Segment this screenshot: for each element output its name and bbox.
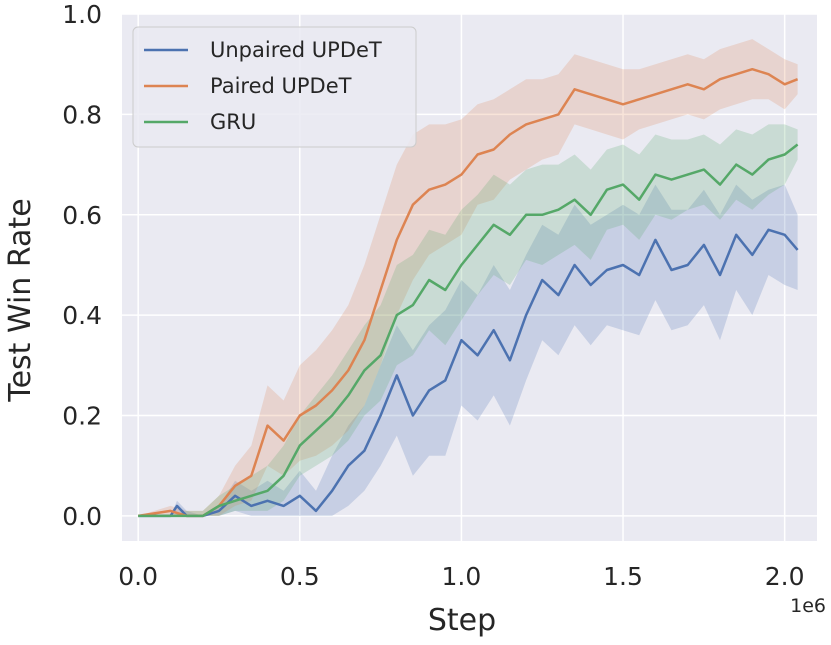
- line-gru: [138, 143, 799, 518]
- line-paired: [138, 67, 799, 518]
- x-tick-label: 0.5: [280, 562, 320, 591]
- legend: Unpaired UPDeT Paired UPDeT GRU: [132, 26, 417, 148]
- y-tick-label: 0.0: [62, 502, 102, 531]
- x-tick-label: 1.5: [603, 562, 643, 591]
- x-axis-offset-label: 1e6: [790, 595, 826, 617]
- band-gru: [138, 124, 798, 516]
- y-tick-label: 0.6: [62, 201, 102, 230]
- series-lines: [138, 67, 799, 518]
- y-tick-labels: 0.0 0.2 0.4 0.6 0.8 1.0: [62, 0, 102, 531]
- x-tick-label: 2.0: [765, 562, 805, 591]
- confidence-bands: [138, 39, 798, 516]
- line-unpaired: [138, 228, 799, 518]
- legend-label-gru: GRU: [210, 110, 256, 134]
- band-paired: [138, 39, 798, 516]
- y-tick-label: 0.8: [62, 100, 102, 129]
- legend-box: [132, 26, 417, 148]
- legend-label-paired: Paired UPDeT: [210, 74, 352, 98]
- y-axis-title: Test Win Rate: [3, 198, 38, 402]
- x-tick-label: 0.0: [118, 562, 158, 591]
- y-tick-label: 0.4: [62, 301, 102, 330]
- band-unpaired: [138, 184, 798, 516]
- x-tick-labels: 0.0 0.5 1.0 1.5 2.0: [118, 562, 804, 591]
- legend-label-unpaired: Unpaired UPDeT: [210, 38, 382, 62]
- y-tick-label: 1.0: [62, 0, 102, 29]
- x-axis-title: Step: [428, 603, 496, 638]
- x-tick-label: 1.0: [442, 562, 482, 591]
- y-tick-label: 0.2: [62, 402, 102, 431]
